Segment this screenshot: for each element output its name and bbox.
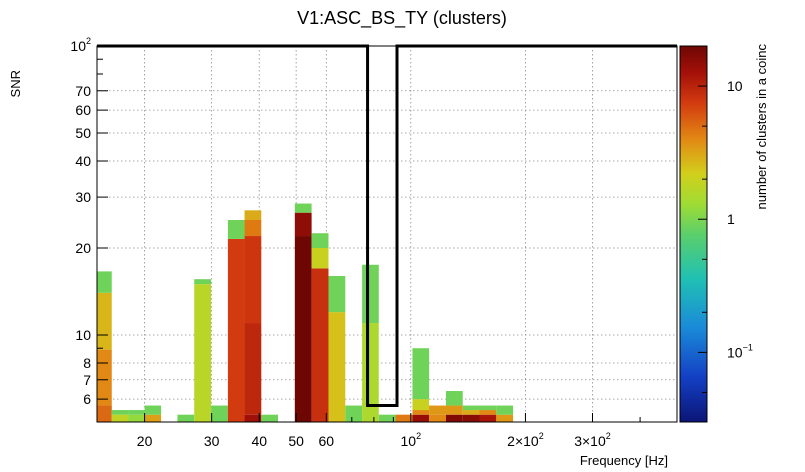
histogram-cell [244,323,262,415]
histogram-cell [429,414,446,422]
histogram-cell [244,236,262,324]
histogram-cell [462,405,480,411]
histogram-cell [412,348,430,400]
histogram-cell [345,405,363,422]
histogram-cell [227,219,245,239]
histogram-cell [111,414,129,422]
x-tick-label: 3×102 [574,431,611,449]
histogram-cell [412,399,430,411]
y-tick-label: 7 [83,372,91,388]
y-tick-label: 60 [75,102,91,118]
colorbar-tick-label: 1 [727,211,735,227]
histogram-cell [261,414,278,422]
y-tick-label: 50 [75,125,91,141]
histogram-cell [194,279,212,285]
histogram-cell [328,276,346,313]
histogram-cell [496,414,514,422]
histogram-cell [144,414,162,422]
histogram-cell [362,264,379,324]
histogram-cell [445,391,463,406]
histogram-cell [462,414,480,422]
x-axis-ticks: 20 30 40 50 60 102 2×102 3×102 [137,413,678,449]
y-tick-label: 30 [75,189,91,205]
y-tick-label: 40 [75,153,91,169]
histogram-cell [211,405,228,422]
histogram-cell [294,203,312,213]
x-tick-label: 50 [288,433,304,449]
histogram-cell [97,271,112,293]
x-tick-label: 60 [319,433,335,449]
histogram-cell [227,238,245,422]
colorbar-ticks: 10−1 1 10 [698,78,753,393]
x-tick-label: 102 [400,431,421,449]
histogram-cell [479,410,497,415]
histogram-cell [97,292,112,350]
colorbar-tick-label: 10 [727,78,743,94]
y-tick-label: 8 [83,355,91,371]
y-axis-label: SNR [8,70,23,97]
histogram-cell [496,405,514,415]
histogram-cell [395,414,413,422]
histogram-cell [244,219,262,237]
x-tick-label: 20 [137,433,153,449]
plot-area [97,46,677,422]
y-tick-label: 102 [70,36,91,54]
x-axis-label: Frequency [Hz] [580,453,668,468]
histogram-cell [244,210,262,220]
histogram-cell [412,410,430,415]
histogram-cell [244,414,262,422]
histogram-cell [97,405,112,422]
histogram-cell [412,414,430,422]
histogram-cell [429,405,446,415]
colorbar-tick-label: 10−1 [727,342,753,360]
histogram-cell [311,248,329,269]
colorbar [679,45,708,423]
histogram-cell [194,284,212,422]
x-tick-label: 40 [251,433,267,449]
histogram-cell [311,233,329,249]
histogram-cell [462,410,480,415]
y-axis-ticks: 6 78 10 20 30 40 50 60 70 102 [70,36,108,407]
histogram-cell [128,410,145,415]
x-tick-label: 2×102 [507,431,544,449]
histogram-cell [328,312,346,422]
histogram-cell [362,323,379,422]
histogram-cell [294,212,312,237]
colorbar-label: number of clusters in a coinc [754,44,769,210]
x-tick-label: 30 [204,433,220,449]
histogram-cell [294,236,312,422]
histogram-cell [111,410,129,415]
y-tick-label: 10 [75,327,91,343]
histogram-cell [128,414,145,422]
y-tick-label: 70 [75,83,91,99]
chart-title: V1:ASC_BS_TY (clusters) [297,8,507,29]
y-tick-label: 6 [83,391,91,407]
histogram-cell [445,414,463,422]
histogram-cell [479,414,497,422]
histogram-cell [378,414,396,422]
histogram-cell [177,414,195,422]
histogram-cell [479,405,497,411]
y-tick-label: 20 [75,240,91,256]
plot-frame [96,45,678,423]
histogram-cell [311,268,329,422]
histogram-cell [445,405,463,415]
histogram-cell [97,349,112,406]
histogram-cell [144,405,162,415]
